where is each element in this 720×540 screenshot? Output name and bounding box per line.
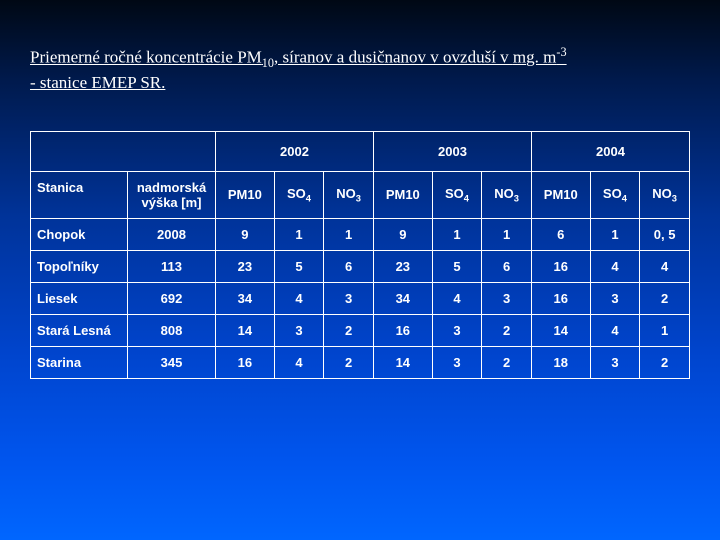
station-name: Topoľníky [31, 250, 128, 282]
cell: 9 [373, 218, 432, 250]
col-no3-2004: NO3 [640, 171, 690, 218]
cell: 4 [274, 346, 324, 378]
elev: 692 [128, 282, 216, 314]
col-so4-2004: SO4 [590, 171, 640, 218]
cell: 6 [482, 250, 532, 282]
table-row: Chopok 2008 9 1 1 9 1 1 6 1 0, 5 [31, 218, 690, 250]
cell: 4 [590, 250, 640, 282]
cell: 0, 5 [640, 218, 690, 250]
data-table: 2002 2003 2004 Stanica nadmorská výška [… [30, 131, 690, 379]
cell: 18 [531, 346, 590, 378]
elev: 113 [128, 250, 216, 282]
elev: 345 [128, 346, 216, 378]
cell: 1 [590, 218, 640, 250]
table-row: Starina 345 16 4 2 14 3 2 18 3 2 [31, 346, 690, 378]
cell: 3 [432, 346, 482, 378]
year-header-blank [31, 131, 216, 171]
col-so4-2002: SO4 [274, 171, 324, 218]
slide-title: Priemerné ročné koncentrácie PM10, síran… [30, 44, 690, 95]
station-name: Liesek [31, 282, 128, 314]
cell: 16 [373, 314, 432, 346]
col-pm10-2004: PM10 [531, 171, 590, 218]
year-2003: 2003 [373, 131, 531, 171]
cell: 6 [531, 218, 590, 250]
table-row: Topoľníky 113 23 5 6 23 5 6 16 4 4 [31, 250, 690, 282]
cell: 16 [531, 282, 590, 314]
cell: 14 [216, 314, 275, 346]
cell: 16 [216, 346, 275, 378]
col-pm10-2002: PM10 [216, 171, 275, 218]
cell: 3 [482, 282, 532, 314]
title-unit-g: g. m [526, 48, 556, 67]
cell: 2 [482, 346, 532, 378]
cell: 1 [324, 218, 374, 250]
cell: 3 [590, 346, 640, 378]
col-no3-2002: NO3 [324, 171, 374, 218]
cell: 6 [324, 250, 374, 282]
elev: 808 [128, 314, 216, 346]
cell: 34 [216, 282, 275, 314]
cell: 14 [373, 346, 432, 378]
col-so4-2003: SO4 [432, 171, 482, 218]
cell: 23 [216, 250, 275, 282]
year-header-row: 2002 2003 2004 [31, 131, 690, 171]
col-nadmorska: nadmorská výška [m] [128, 171, 216, 218]
station-name: Stará Lesná [31, 314, 128, 346]
year-2004: 2004 [531, 131, 689, 171]
cell: 23 [373, 250, 432, 282]
cell: 2 [482, 314, 532, 346]
title-pm-sub: 10 [262, 56, 274, 70]
cell: 16 [531, 250, 590, 282]
title-post: - stanice EMEP SR. [30, 73, 165, 92]
cell: 2 [640, 282, 690, 314]
title-unit-prefix: m [513, 48, 526, 67]
cell: 3 [324, 282, 374, 314]
cell: 4 [432, 282, 482, 314]
cell: 2 [324, 314, 374, 346]
table-row: Stará Lesná 808 14 3 2 16 3 2 14 4 1 [31, 314, 690, 346]
cell: 4 [640, 250, 690, 282]
title-pre: Priemerné ročné koncentrácie PM [30, 48, 262, 67]
cell: 2 [640, 346, 690, 378]
cell: 14 [531, 314, 590, 346]
col-stanica: Stanica [31, 171, 128, 218]
col-no3-2003: NO3 [482, 171, 532, 218]
cell: 3 [274, 314, 324, 346]
cell: 1 [432, 218, 482, 250]
cell: 1 [274, 218, 324, 250]
table-row: Liesek 692 34 4 3 34 4 3 16 3 2 [31, 282, 690, 314]
station-name: Chopok [31, 218, 128, 250]
station-name: Starina [31, 346, 128, 378]
elev: 2008 [128, 218, 216, 250]
year-2002: 2002 [216, 131, 374, 171]
title-mid: , síranov a dusičnanov v ovzduší v [274, 48, 513, 67]
cell: 34 [373, 282, 432, 314]
cell: 9 [216, 218, 275, 250]
cell: 4 [274, 282, 324, 314]
col-pm10-2003: PM10 [373, 171, 432, 218]
cell: 3 [432, 314, 482, 346]
column-header-row: Stanica nadmorská výška [m] PM10 SO4 NO3… [31, 171, 690, 218]
cell: 3 [590, 282, 640, 314]
cell: 4 [590, 314, 640, 346]
cell: 5 [274, 250, 324, 282]
cell: 1 [640, 314, 690, 346]
title-unit-sup: -3 [556, 45, 566, 59]
cell: 5 [432, 250, 482, 282]
cell: 2 [324, 346, 374, 378]
cell: 1 [482, 218, 532, 250]
